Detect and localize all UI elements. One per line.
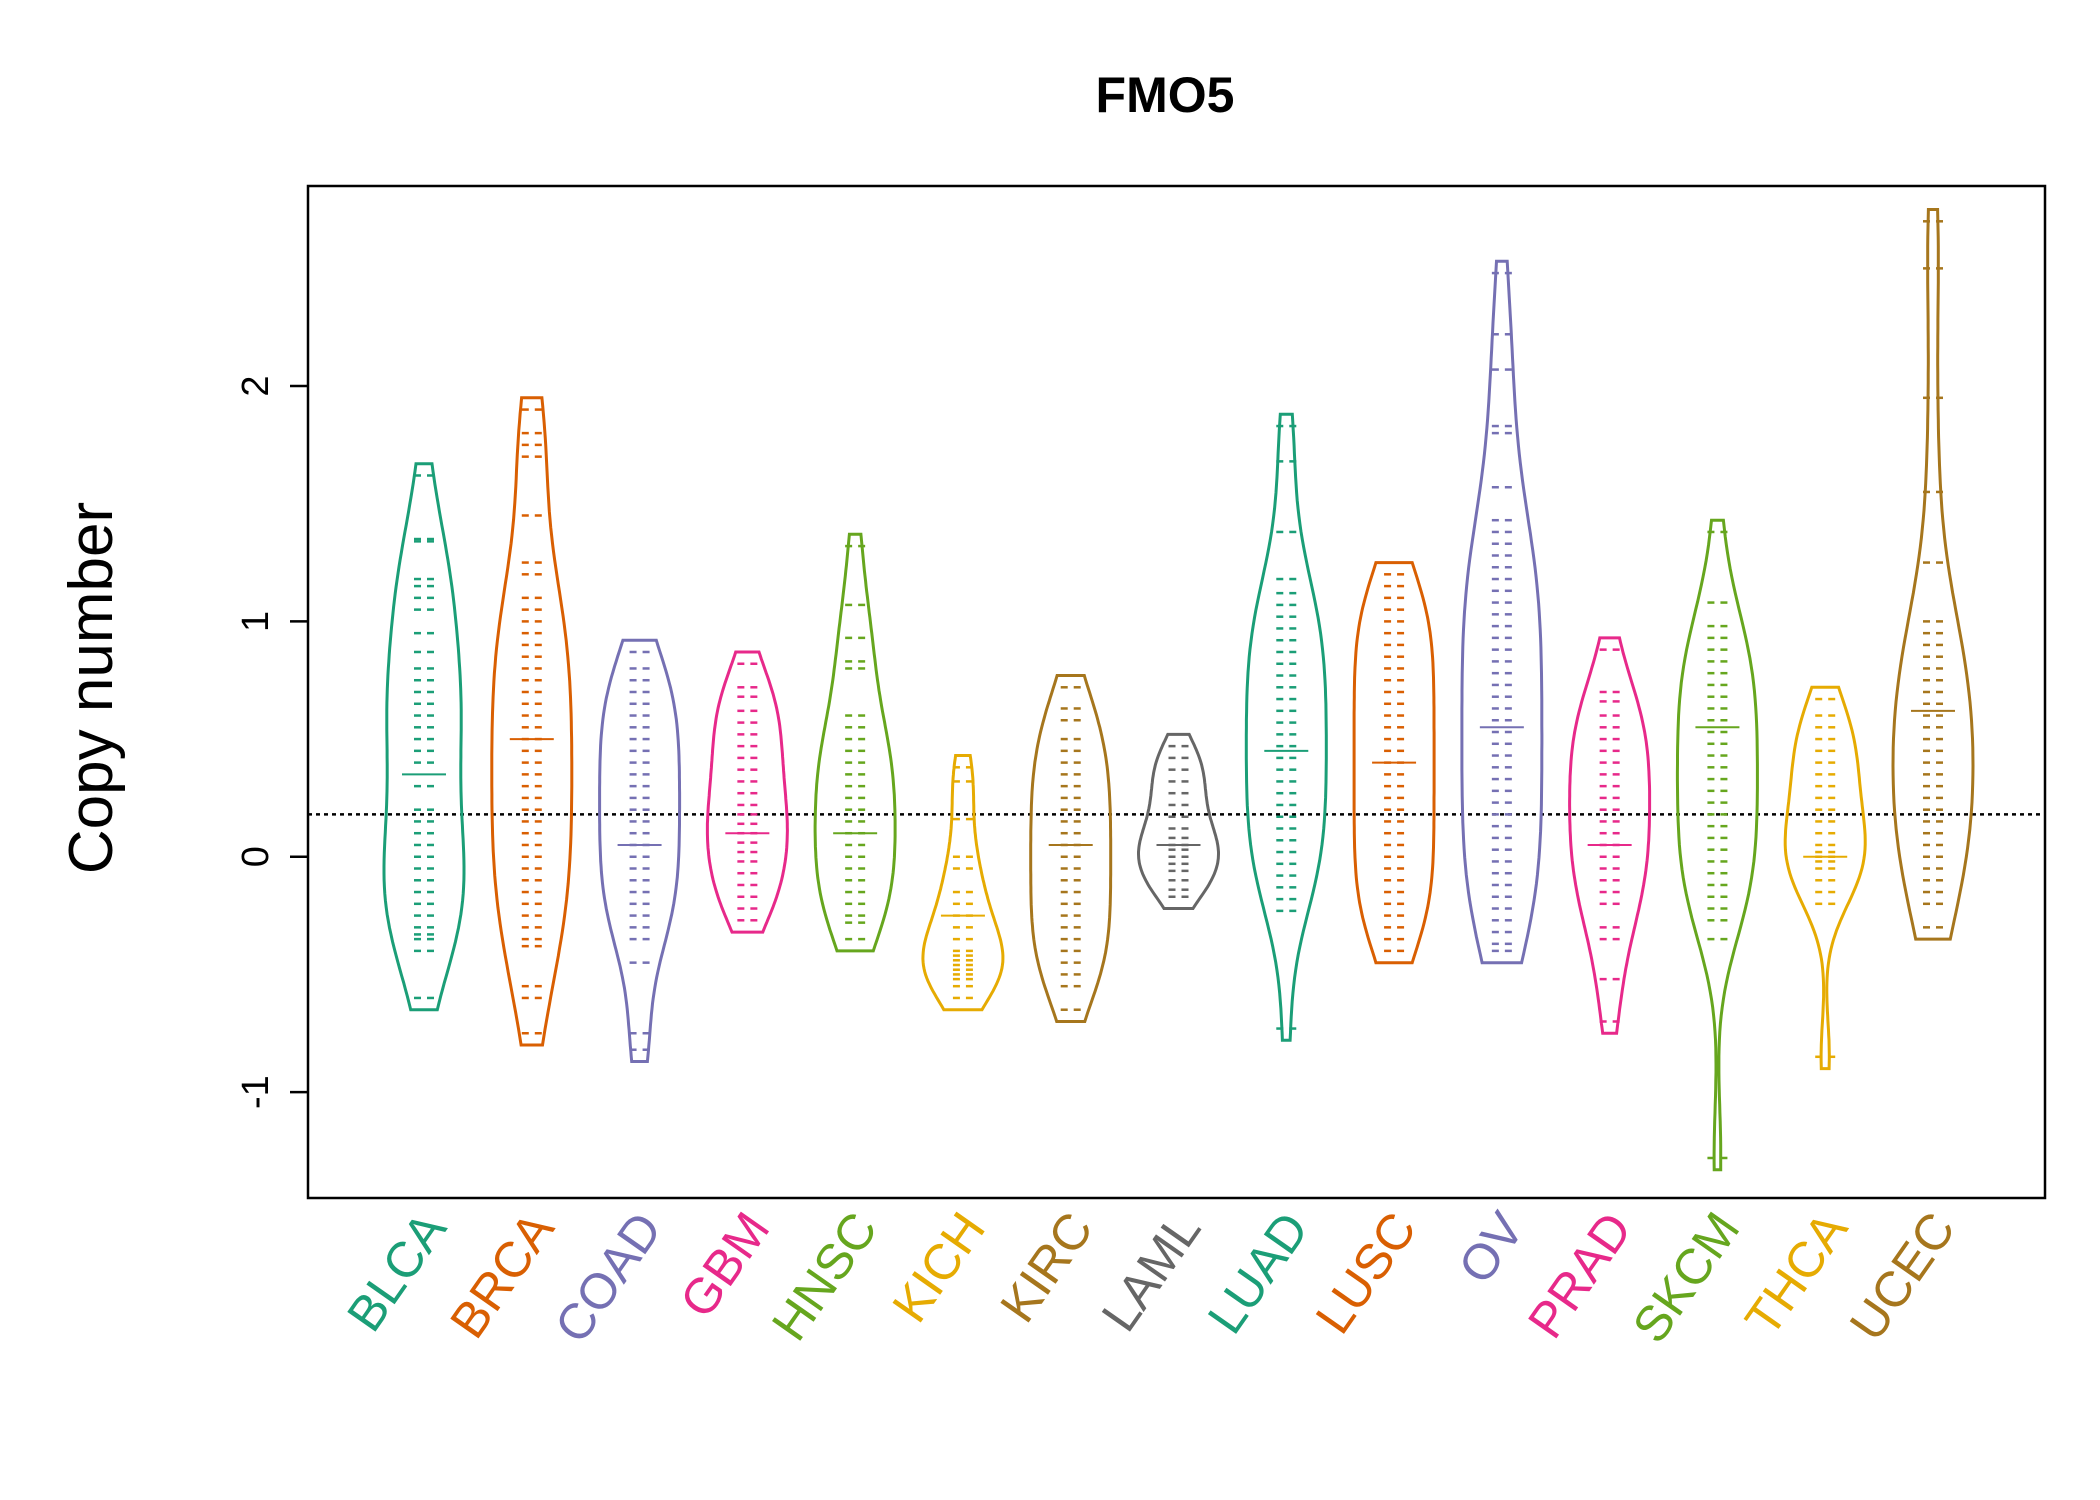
bean-outline <box>1460 259 1544 965</box>
y-tick-label: 1 <box>235 611 277 632</box>
x-tick-label: HNSC <box>761 1202 888 1350</box>
bean-outline <box>1137 732 1220 910</box>
bean-skcm: SKCM <box>1622 518 1759 1353</box>
y-tick-label: 2 <box>235 375 277 396</box>
x-tick-label: KICH <box>882 1202 996 1332</box>
x-tick-label: THCA <box>1734 1202 1858 1346</box>
bean-thca: THCA <box>1734 685 1867 1346</box>
x-tick-label: BRCA <box>439 1202 565 1348</box>
bean-outline <box>1891 208 1975 941</box>
bean-blca: BLCA <box>336 462 466 1342</box>
x-tick-label: PRAD <box>1517 1202 1643 1348</box>
bean-kirc: KIRC <box>989 674 1113 1332</box>
bean-outline <box>1029 674 1113 1023</box>
bean-ov: OV <box>1448 259 1544 1294</box>
bean-prad: PRAD <box>1517 636 1652 1348</box>
bean-kich: KICH <box>882 754 1005 1332</box>
bean-outline <box>1568 636 1652 1035</box>
bean-coad: COAD <box>544 638 682 1353</box>
x-tick-label: SKCM <box>1622 1202 1751 1352</box>
bean-outline <box>921 754 1005 1012</box>
bean-outline <box>598 638 682 1063</box>
x-tick-label: OV <box>1448 1202 1536 1294</box>
bean-outline <box>813 532 897 953</box>
x-tick-label: UCEC <box>1839 1202 1966 1350</box>
x-tick-label: GBM <box>669 1202 780 1327</box>
bean-gbm: GBM <box>669 650 789 1328</box>
bean-outline <box>1783 685 1867 1071</box>
bean-hnsc: HNSC <box>761 532 897 1350</box>
bean-outline <box>705 650 789 934</box>
y-axis: -1 0 1 2 <box>235 375 308 1109</box>
plot-area: -1 0 1 2 BLCABRCACOADGBMHNSCKICHKIRCLAMLLUAD… <box>235 208 2045 1353</box>
bean-luad: LUAD <box>1197 412 1328 1344</box>
x-tick-label: LUSC <box>1305 1202 1427 1343</box>
bean-brca: BRCA <box>439 396 574 1348</box>
x-tick-label: COAD <box>544 1202 673 1352</box>
x-tick-label: KIRC <box>989 1202 1103 1332</box>
x-tick-label: LAML <box>1091 1202 1212 1341</box>
chart-title: FMO5 <box>1096 67 1235 123</box>
y-tick-label: 0 <box>235 846 277 867</box>
plot-frame <box>306 184 2047 1200</box>
bean-outline <box>1244 412 1328 1042</box>
y-tick-label: -1 <box>235 1075 277 1109</box>
bean-outline <box>1352 561 1436 965</box>
bean-outline <box>382 462 466 1012</box>
bean-outline <box>490 396 574 1047</box>
x-tick-label: LUAD <box>1197 1202 1319 1343</box>
bean-outline <box>1675 518 1759 1172</box>
y-axis-label: Copy number <box>57 502 126 874</box>
x-tick-label: BLCA <box>336 1202 457 1342</box>
